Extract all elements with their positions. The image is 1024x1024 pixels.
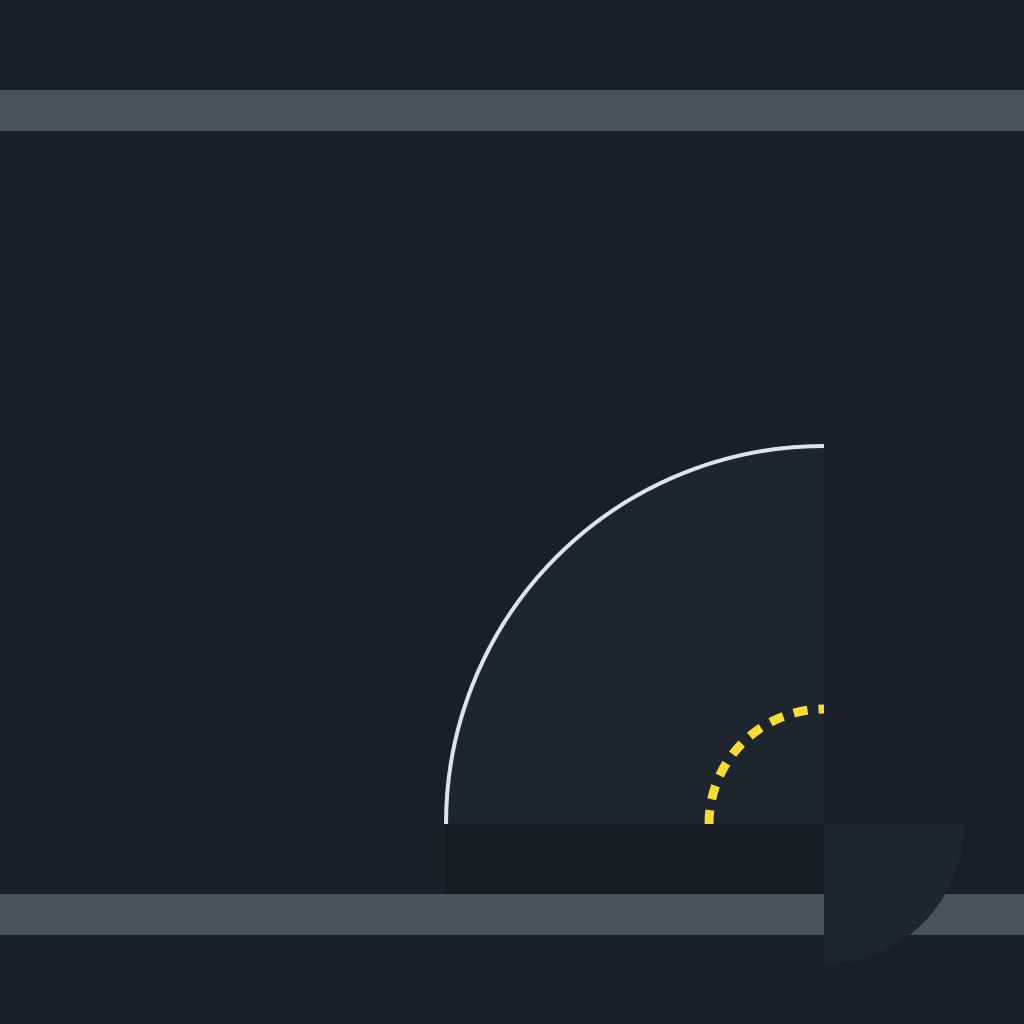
top-band: [0, 90, 1024, 131]
corner-wedge: [824, 824, 964, 964]
quarter-circle-panel: [446, 446, 824, 824]
dashed-arc-indicator: [704, 704, 825, 825]
quarter-circle-outline: [444, 444, 825, 825]
floor-strip: [446, 824, 824, 894]
